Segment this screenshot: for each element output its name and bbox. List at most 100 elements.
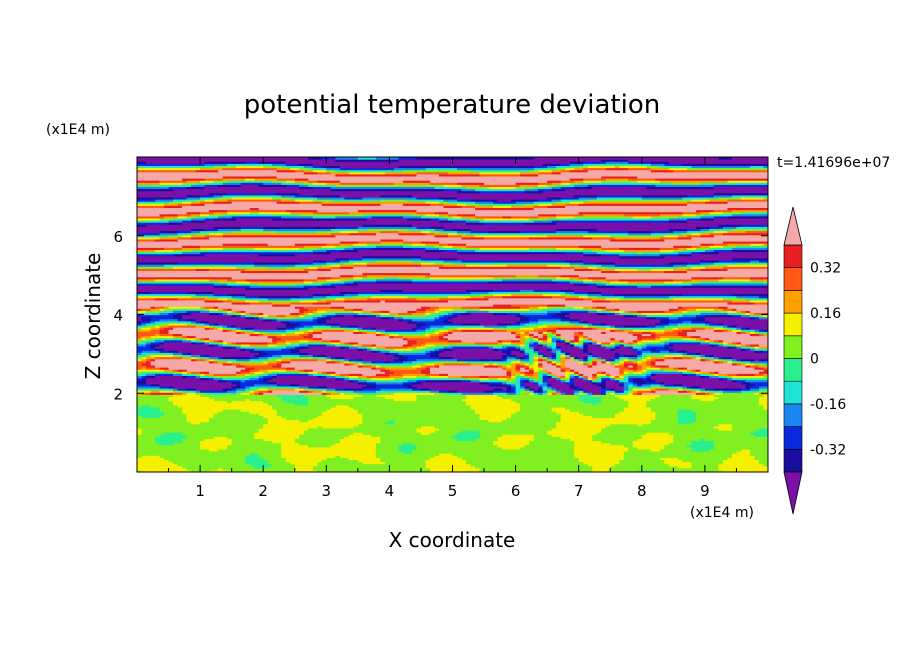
field-cell [434, 234, 449, 238]
field-cell [254, 434, 300, 437]
field-cell [628, 178, 656, 181]
field-cell [664, 163, 683, 166]
field-cell [227, 211, 251, 215]
field-cell [740, 331, 747, 334]
field-cell [619, 165, 647, 169]
field-cell [511, 331, 517, 334]
field-cell [529, 356, 535, 360]
field-cell [195, 182, 210, 185]
field-cell [569, 201, 584, 204]
field-cell [438, 257, 458, 261]
field-cell [173, 385, 233, 389]
field-cell [164, 308, 174, 311]
field-cell [137, 331, 161, 334]
field-cell [420, 255, 620, 259]
field-cell [713, 371, 720, 374]
field-cell [533, 356, 539, 360]
field-cell [538, 383, 548, 387]
field-cell [411, 360, 422, 364]
field-cell [362, 308, 418, 311]
field-cell [159, 406, 183, 410]
field-cell [191, 234, 206, 238]
field-cell [691, 253, 768, 257]
field-cell [402, 383, 413, 387]
field-cell [763, 280, 768, 284]
field-cell [664, 339, 670, 343]
field-cell [470, 278, 503, 282]
field-cell [339, 241, 359, 244]
field-cell [547, 354, 553, 358]
field-cell [452, 436, 481, 439]
field-cell [475, 234, 548, 238]
field-cell [610, 362, 616, 366]
field-cell [353, 362, 359, 366]
field-cell [218, 295, 233, 299]
field-cell [583, 278, 593, 282]
field-cell [182, 406, 273, 410]
field-cell [587, 310, 598, 313]
field-cell [362, 346, 368, 349]
field-cell [411, 327, 418, 330]
field-cell [578, 331, 584, 334]
chart-title: potential temperature deviation [244, 90, 660, 120]
field-cell [294, 331, 305, 334]
field-cell [578, 203, 688, 206]
field-cell [294, 402, 309, 406]
field-cell [641, 251, 670, 255]
field-cell [659, 394, 692, 397]
field-cell [137, 215, 165, 219]
field-cell [574, 455, 625, 458]
field-cell [447, 295, 472, 299]
field-cell [632, 360, 638, 364]
field-cell [614, 379, 620, 383]
field-cell [574, 335, 580, 339]
field-cell [330, 247, 345, 250]
field-cell [254, 436, 300, 439]
field-cell [438, 348, 445, 351]
field-cell [146, 322, 152, 326]
field-cell [389, 360, 404, 364]
field-cell [186, 180, 201, 183]
field-cell [578, 396, 602, 400]
field-cell [682, 249, 697, 253]
field-cell [137, 285, 215, 288]
field-cell [281, 199, 296, 202]
field-cell [227, 444, 282, 448]
field-cell [308, 178, 571, 181]
field-cell [754, 367, 765, 370]
field-cell [227, 390, 237, 393]
field-cell [218, 467, 224, 471]
field-cell [254, 316, 260, 320]
field-cell [366, 379, 377, 383]
field-cell [159, 312, 170, 316]
field-cell [758, 400, 768, 404]
field-cell [389, 310, 409, 313]
field-cell [375, 379, 395, 383]
field-cell [398, 230, 422, 234]
field-cell [182, 335, 188, 339]
field-cell [619, 459, 665, 463]
field-cell [533, 438, 571, 442]
field-cell [524, 341, 530, 345]
field-cell [646, 377, 652, 381]
field-cell [213, 341, 219, 345]
field-cell [592, 339, 598, 343]
field-cell [249, 369, 260, 372]
field-cell [457, 167, 535, 171]
field-cell [218, 312, 224, 316]
field-cell [587, 335, 638, 339]
field-cell [425, 350, 431, 353]
field-cell [312, 316, 318, 320]
field-cell [209, 278, 228, 282]
field-cell [425, 364, 436, 368]
field-cell [556, 329, 611, 332]
field-cell [281, 360, 291, 364]
field-cell [321, 316, 332, 320]
field-cell [168, 201, 183, 204]
field-cell [344, 329, 354, 332]
field-cell [533, 377, 539, 381]
field-cell [281, 398, 309, 402]
field-cell [357, 291, 472, 295]
field-cell [137, 463, 179, 467]
field-cell [547, 180, 562, 183]
